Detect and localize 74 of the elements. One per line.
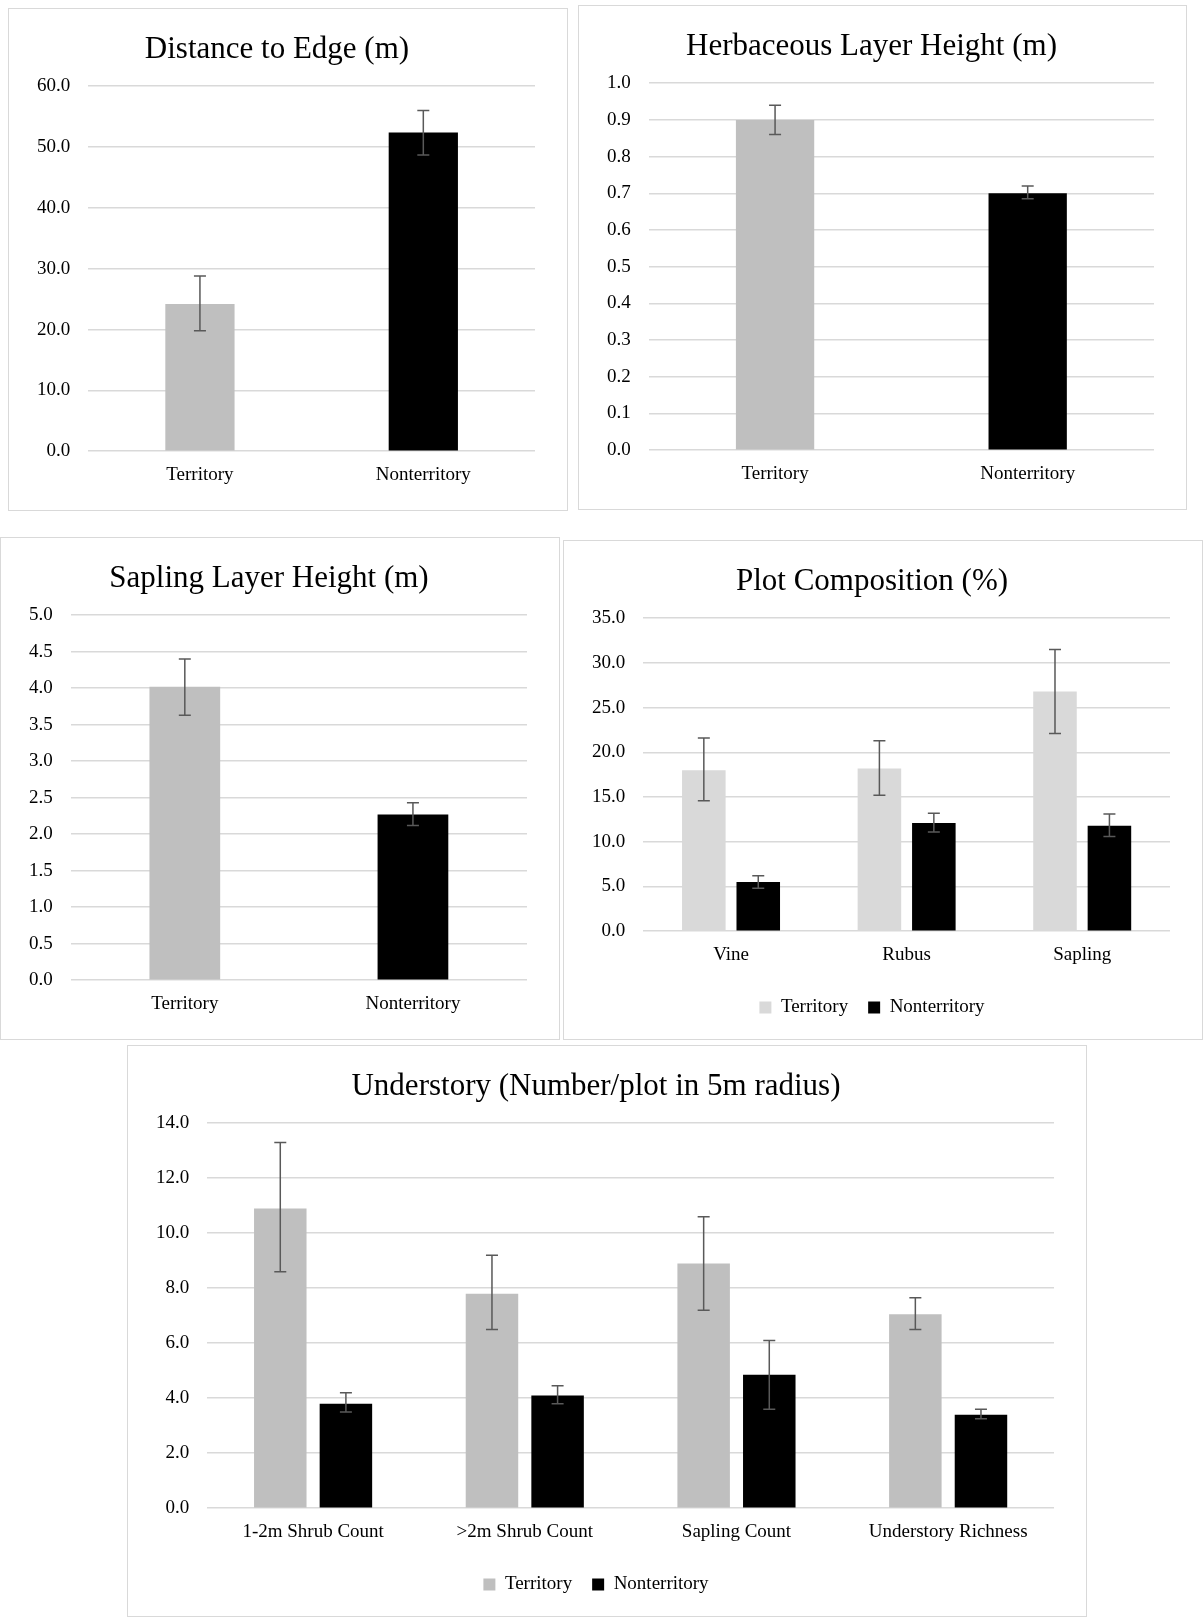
x-tick-label: Vine (713, 942, 749, 964)
y-tick-label: 2.5 (29, 785, 53, 807)
chart-title: Herbaceous Layer Height (m) (686, 26, 1057, 62)
y-tick-label: 30.0 (592, 650, 626, 672)
legend-label: Territory (504, 1572, 573, 1594)
bar (889, 1314, 942, 1508)
x-tick-label: Sapling (1053, 942, 1112, 964)
x-tick-label: Nonterritory (980, 461, 1076, 483)
y-tick-label: 2.0 (165, 1441, 190, 1463)
y-tick-label: 5.0 (29, 603, 53, 625)
legend-label: Nonterritory (613, 1572, 710, 1594)
x-tick-label: Sapling Count (681, 1519, 792, 1541)
y-tick-label: 15.0 (592, 785, 626, 807)
y-tick-label: 0.6 (607, 217, 631, 239)
bar (319, 1403, 373, 1508)
y-tick-label: 0.0 (29, 968, 53, 990)
y-tick-label: 0.0 (165, 1496, 190, 1518)
y-tick-label: 3.0 (29, 749, 53, 771)
x-tick-label: Territory (166, 462, 235, 484)
y-tick-label: 12.0 (156, 1166, 190, 1188)
chart-title: Understory (Number/plot in 5m radius) (351, 1066, 841, 1102)
y-tick-label: 3.5 (29, 712, 53, 734)
bar (743, 1374, 796, 1508)
x-tick-label: 1-2m Shrub Count (242, 1519, 385, 1541)
y-tick-label: 0.2 (607, 364, 631, 386)
x-tick-label: Rubus (882, 942, 931, 964)
y-tick-label: 10.0 (156, 1221, 190, 1243)
y-tick-label: 20.0 (37, 317, 71, 339)
y-tick-label: 0.9 (607, 107, 631, 129)
y-tick-label: 60.0 (37, 74, 71, 96)
y-tick-label: 0.3 (607, 328, 631, 350)
y-tick-label: 1.0 (29, 895, 53, 917)
y-tick-label: 4.0 (165, 1386, 190, 1408)
y-tick-label: 10.0 (37, 378, 71, 400)
y-tick-label: 0.0 (46, 439, 71, 461)
y-tick-label: 10.0 (592, 829, 626, 851)
y-tick-label: 8.0 (165, 1276, 190, 1298)
y-tick-label: 0.5 (607, 254, 631, 276)
y-tick-label: 0.0 (607, 438, 631, 460)
y-tick-label: 25.0 (592, 695, 626, 717)
y-tick-label: 14.0 (156, 1111, 190, 1133)
y-tick-label: 20.0 (592, 740, 626, 762)
y-tick-label: 0.7 (607, 181, 631, 203)
y-tick-label: 0.0 (601, 919, 626, 941)
chart-title: Plot Composition (%) (735, 561, 1009, 597)
y-tick-label: 1.5 (29, 858, 53, 880)
y-tick-label: 1.0 (607, 71, 631, 93)
chart-title: Distance to Edge (m) (144, 29, 410, 65)
y-tick-label: 40.0 (37, 195, 71, 217)
y-tick-label: 4.0 (29, 676, 53, 698)
bar (677, 1263, 730, 1508)
y-tick-label: 30.0 (37, 256, 71, 278)
bar (1087, 825, 1132, 931)
bar (531, 1395, 584, 1508)
bar (954, 1414, 1008, 1508)
x-tick-label: >2m Shrub Count (456, 1519, 594, 1541)
bar (736, 882, 781, 931)
y-tick-label: 0.8 (607, 144, 631, 166)
y-tick-label: 6.0 (165, 1331, 190, 1353)
y-tick-label: 5.0 (601, 874, 626, 896)
y-tick-label: 4.5 (29, 639, 53, 661)
bar (912, 822, 956, 931)
y-tick-label: 0.5 (29, 931, 53, 953)
x-tick-label: Understory Richness (868, 1519, 1028, 1541)
bar (254, 1208, 307, 1508)
chart-title: Sapling Layer Height (m) (109, 558, 429, 594)
x-tick-label: Nonterritory (375, 462, 472, 484)
y-tick-label: 50.0 (37, 135, 71, 157)
y-tick-label: 2.0 (29, 822, 53, 844)
y-tick-label: 35.0 (592, 606, 626, 628)
bar (465, 1293, 519, 1508)
y-tick-label: 0.1 (607, 401, 631, 423)
y-tick-label: 0.4 (607, 291, 632, 313)
x-tick-label: Territory (741, 461, 810, 483)
